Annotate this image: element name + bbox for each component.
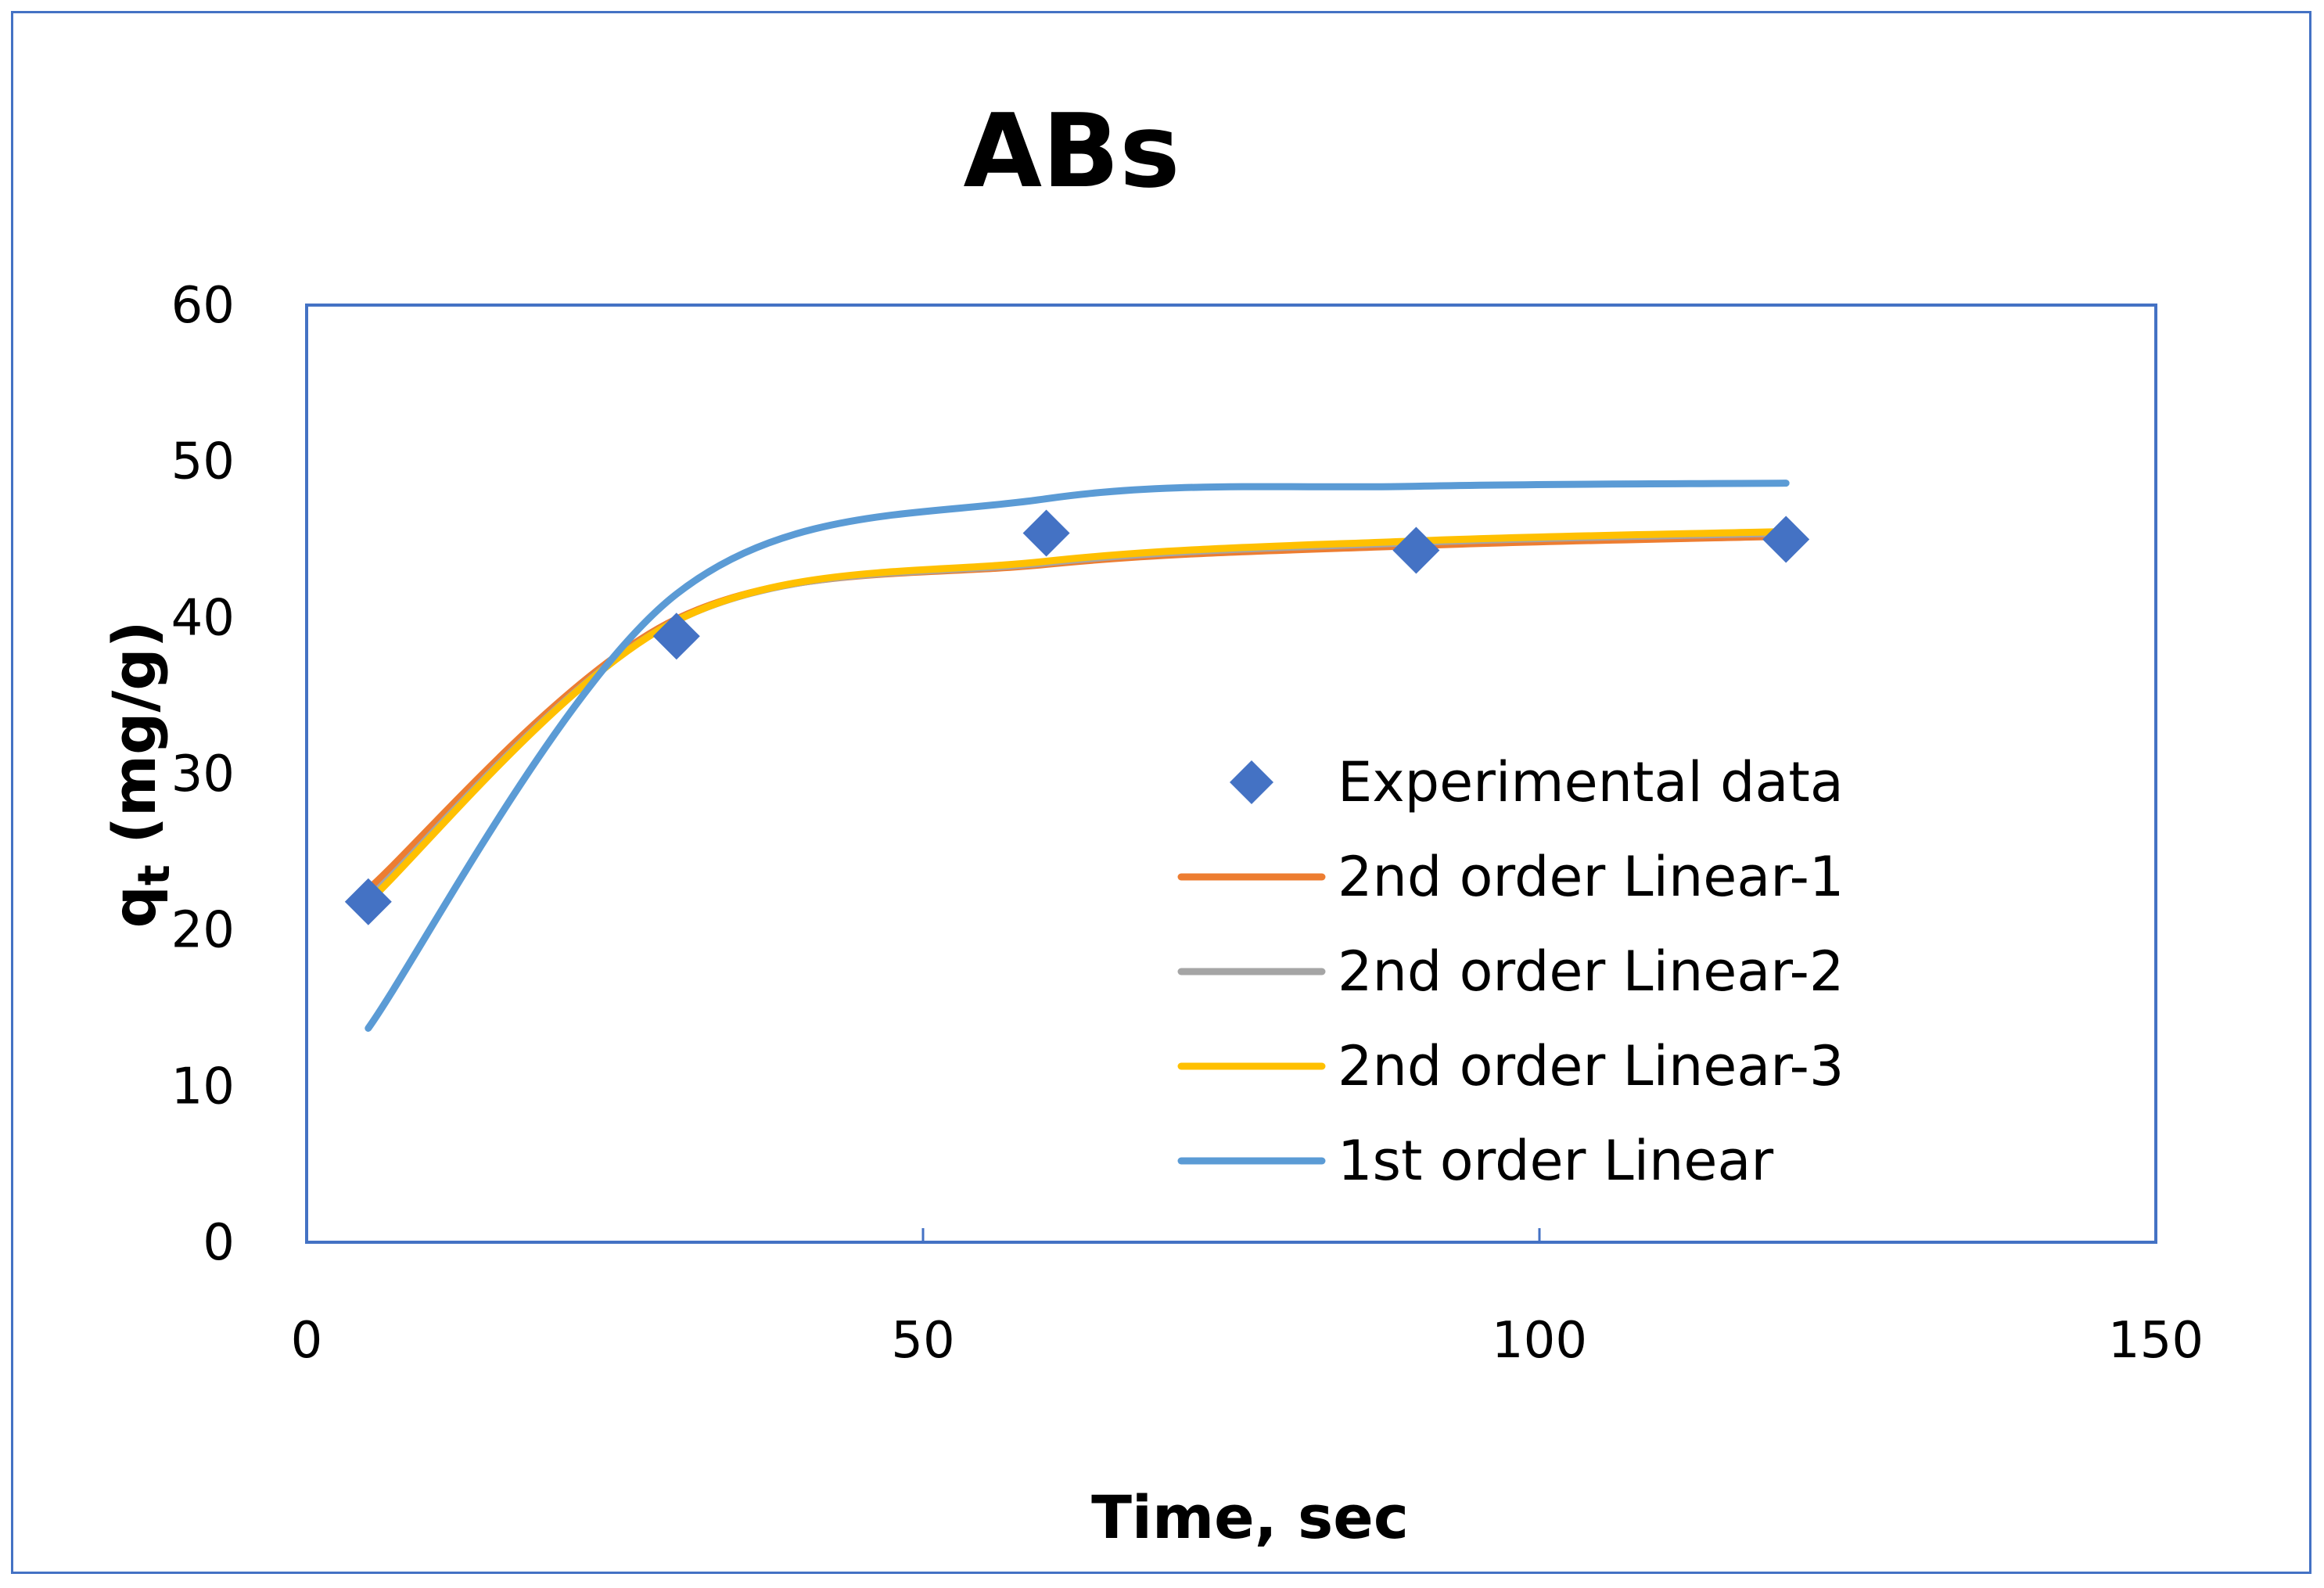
legend-label: 2nd order Linear-3	[1338, 1034, 1844, 1098]
legend-item: 2nd order Linear-2	[1177, 940, 1844, 1004]
y-tick-labels: 0 10 20 30 40 50 60	[171, 277, 235, 1272]
legend-item: 2nd order Linear-1	[1177, 845, 1844, 909]
legend-label: 2nd order Linear-2	[1338, 940, 1844, 1004]
x-tick-label: 150	[2108, 1312, 2204, 1370]
series-markers	[344, 509, 1810, 925]
chart-frame	[11, 11, 2311, 1574]
y-axis-title-units: (mg/g)	[99, 621, 169, 865]
legend: Experimental data 2nd order Linear-1 2nd o…	[1177, 750, 1844, 1193]
y-axis-title-main: q	[99, 886, 169, 928]
plot-area	[305, 304, 2157, 1244]
y-tick-label: 40	[171, 589, 235, 647]
data-point	[1022, 509, 1070, 557]
legend-item: 2nd order Linear-3	[1177, 1034, 1844, 1098]
series-line-1	[365, 533, 1790, 893]
x-tick-label: 0	[291, 1312, 323, 1370]
series-line-2	[365, 530, 1790, 903]
x-tick-label: 100	[1492, 1312, 1587, 1370]
series-line-4	[365, 480, 1790, 1032]
y-tick-label: 0	[203, 1214, 235, 1272]
legend-marker	[1230, 760, 1273, 804]
series-line-3	[365, 528, 1790, 906]
x-tick-label: 50	[891, 1312, 954, 1370]
data-point	[652, 613, 700, 660]
y-tick-label: 10	[171, 1058, 235, 1116]
x-tick-labels: 0 50 100 150	[291, 1312, 2204, 1370]
y-tick-label: 30	[171, 745, 235, 803]
legend-label: 2nd order Linear-1	[1338, 845, 1844, 909]
legend-label: Experimental data	[1338, 750, 1844, 814]
data-point	[1392, 526, 1440, 574]
data-point	[344, 878, 392, 925]
legend-item: Experimental data	[1230, 750, 1844, 814]
x-ticks	[305, 1228, 2157, 1242]
y-axis-title: qt (mg/g)	[99, 621, 180, 929]
y-axis-title-sub: t	[129, 864, 180, 886]
legend-label: 1st order Linear	[1338, 1129, 1773, 1193]
y-tick-label: 60	[171, 277, 235, 335]
y-tick-label: 50	[171, 433, 235, 491]
x-axis-title: Time, sec	[1091, 1482, 1409, 1552]
data-point	[1762, 516, 1810, 563]
y-tick-label: 20	[171, 902, 235, 960]
chart-title: ABs	[963, 92, 1180, 210]
legend-item: 1st order Linear	[1177, 1129, 1773, 1193]
series-lines	[365, 480, 1790, 1032]
